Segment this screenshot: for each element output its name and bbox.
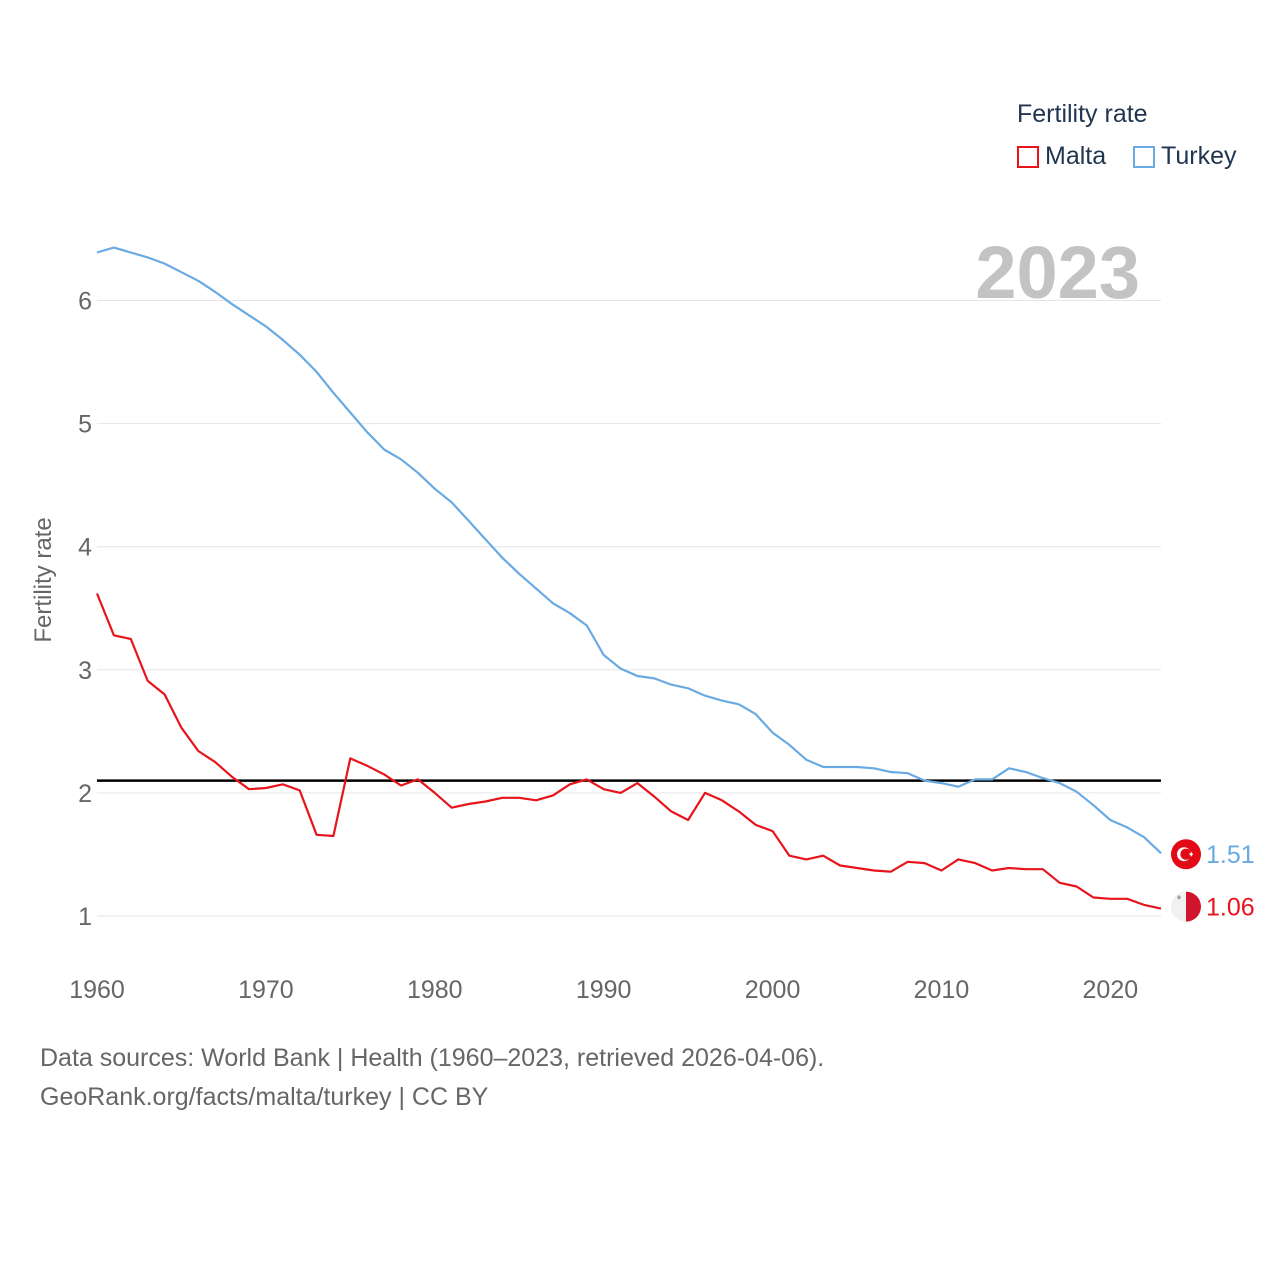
series-line-turkey [96, 246, 1162, 854]
y-axis-label: Fertility rate [30, 517, 57, 642]
x-tick-label-2010: 2010 [914, 976, 970, 1004]
y-tick-label-1: 1 [78, 903, 92, 931]
y-tick-label-2: 2 [78, 780, 92, 808]
y-tick-label-5: 5 [78, 411, 92, 439]
gridlines [97, 300, 1161, 917]
x-tick-label-2000: 2000 [745, 976, 801, 1004]
y-axis-tick-labels: 1 2 3 4 5 6 [78, 288, 92, 932]
x-tick-label-1960: 1960 [69, 976, 125, 1004]
y-tick-label-4: 4 [78, 534, 92, 562]
x-tick-label-1980: 1980 [407, 976, 463, 1004]
turkey-end-value: 1.51 [1206, 841, 1255, 869]
series-line-malta [95, 593, 1162, 910]
series-endpoints: 1.51 1.06 [1171, 839, 1255, 922]
data-sources-text: Data sources: World Bank | Health (1960–… [40, 1044, 825, 1072]
legend-label-malta: Malta [1045, 142, 1107, 170]
x-tick-label-1970: 1970 [238, 976, 294, 1004]
x-tick-label-2020: 2020 [1083, 976, 1139, 1004]
x-tick-label-1990: 1990 [576, 976, 632, 1004]
legend-label-turkey: Turkey [1161, 142, 1237, 170]
series-lines [95, 246, 1162, 910]
turkey-flag-icon [1171, 839, 1201, 870]
x-axis-tick-labels: 1960 1970 1980 1990 2000 2010 2020 [69, 976, 1138, 1004]
legend-title: Fertility rate [1017, 100, 1148, 128]
legend-swatch-turkey [1133, 145, 1155, 168]
attribution-link[interactable]: GeoRank.org/facts/malta/turkey | CC BY [40, 1083, 489, 1111]
legend-item-malta[interactable]: Malta [1017, 142, 1106, 171]
year-watermark: 2023 [975, 231, 1140, 314]
y-tick-label-3: 3 [78, 657, 92, 685]
y-tick-label-6: 6 [78, 288, 92, 316]
malta-flag-icon [1171, 891, 1201, 922]
legend-swatch-malta [1017, 145, 1039, 168]
malta-end-value: 1.06 [1206, 894, 1255, 922]
legend-item-turkey[interactable]: Turkey [1133, 142, 1236, 171]
